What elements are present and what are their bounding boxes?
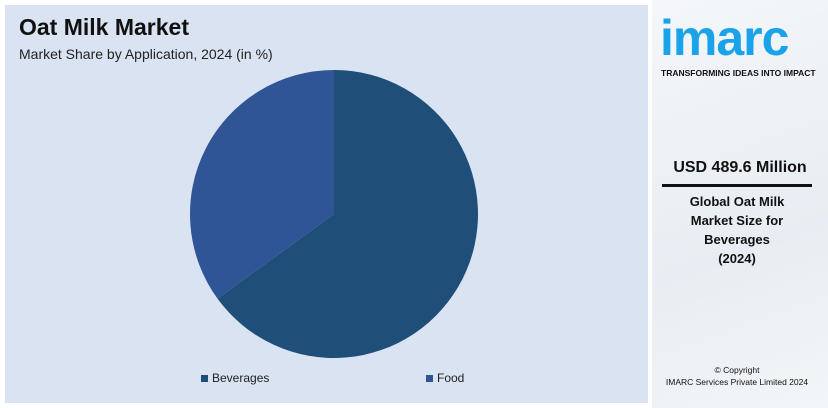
desc-line: Beverages: [704, 232, 770, 247]
chart-title: Oat Milk Market: [19, 14, 189, 40]
pie-slice-food: [189, 70, 334, 299]
info-sidebar: imarc TRANSFORMING IDEAS INTO IMPACT USD…: [652, 0, 828, 408]
legend-label: Beverages: [212, 371, 270, 385]
pie-slice-beverages: [217, 70, 478, 358]
legend-item-beverages: Beverages: [201, 371, 269, 386]
legend-swatch: [426, 375, 433, 382]
market-value: USD 489.6 Million: [673, 159, 807, 176]
logo-tagline: TRANSFORMING IDEAS INTO IMPACT: [661, 68, 816, 78]
chart-panel: Oat Milk Market Market Share by Applicat…: [5, 5, 648, 403]
copyright: © Copyright IMARC Services Private Limit…: [652, 364, 822, 388]
legend-swatch: [201, 375, 208, 382]
desc-line: Market Size for: [690, 213, 784, 228]
divider: [662, 184, 812, 187]
chart-subtitle: Market Share by Application, 2024 (in %): [19, 46, 273, 62]
copyright-line: IMARC Services Private Limited 2024: [665, 377, 809, 387]
legend-label: Food: [437, 371, 465, 385]
imarc-logo: imarc: [660, 10, 789, 66]
desc-line: Global Oat Milk: [689, 194, 785, 209]
pie-chart: [189, 70, 478, 358]
market-description: Global Oat Milk Market Size for Beverage…: [652, 192, 822, 268]
copyright-line: © Copyright: [714, 365, 760, 375]
legend-item-food: Food: [426, 371, 464, 386]
desc-line: (2024): [718, 251, 756, 266]
